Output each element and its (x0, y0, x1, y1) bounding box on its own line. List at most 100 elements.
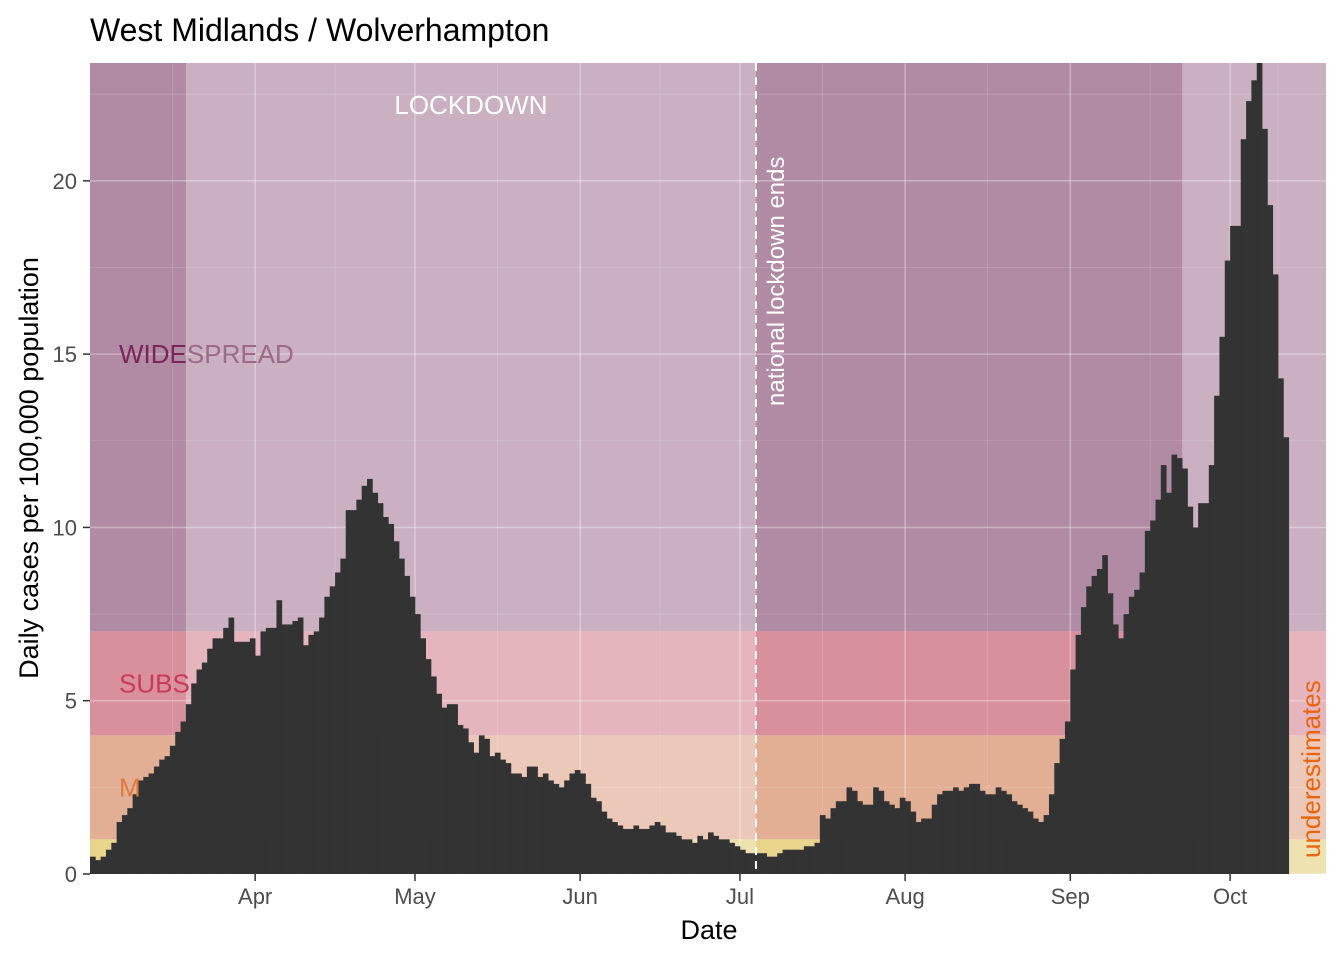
bar (558, 787, 565, 874)
y-tick-label: 5 (65, 689, 77, 714)
bar (233, 641, 240, 874)
bar (803, 846, 810, 874)
bar (478, 735, 485, 874)
bar (377, 503, 384, 874)
bar (1203, 503, 1210, 874)
bar (505, 763, 512, 874)
bar (542, 773, 549, 874)
bar (564, 780, 570, 874)
bar (979, 790, 986, 874)
bar (574, 770, 581, 874)
bar (164, 756, 171, 874)
bar (670, 832, 677, 874)
bar (1096, 569, 1103, 874)
bar (356, 499, 363, 874)
bar (782, 849, 789, 874)
bar (303, 645, 309, 874)
bar (271, 627, 277, 874)
bar (116, 822, 123, 874)
bar (548, 780, 554, 874)
x-tick-label: Aug (886, 884, 925, 909)
bar (931, 804, 938, 874)
bar (159, 759, 165, 874)
bar (1256, 63, 1263, 874)
bar (383, 517, 389, 874)
bar (1267, 205, 1274, 875)
bar (388, 523, 395, 874)
bar (1224, 260, 1231, 874)
bar (404, 575, 411, 874)
bar (1272, 274, 1279, 874)
x-tick-label: May (394, 884, 436, 909)
bar (617, 825, 624, 874)
bar (532, 766, 538, 874)
bar (510, 773, 517, 874)
bar (665, 832, 672, 874)
bar (90, 856, 96, 874)
bar (905, 801, 911, 874)
bar (1171, 454, 1178, 874)
bar (622, 828, 629, 874)
y-axis: 0 5 10 15 20 (53, 169, 90, 887)
bar (841, 801, 847, 874)
bar (995, 787, 1002, 874)
bar (281, 624, 288, 874)
bar (1182, 468, 1188, 874)
bar (1027, 811, 1034, 874)
bar (660, 825, 666, 874)
bar (1043, 815, 1050, 874)
bar (153, 766, 160, 874)
bar (825, 818, 831, 874)
bar (1160, 465, 1167, 874)
bar (468, 742, 474, 874)
bar (521, 776, 528, 874)
y-tick-label: 20 (53, 169, 77, 194)
bar (1118, 638, 1124, 874)
bar (265, 627, 272, 874)
bar (287, 624, 293, 874)
y-axis-label: Daily cases per 100,000 population (14, 257, 44, 679)
bar (111, 842, 117, 874)
bar (585, 783, 592, 874)
bar (1278, 378, 1284, 874)
bar (745, 853, 751, 874)
bar (953, 787, 959, 874)
bar (947, 790, 954, 874)
bar (324, 596, 331, 874)
bar (862, 804, 869, 874)
bar (1166, 492, 1172, 874)
bar (425, 659, 432, 874)
bar (644, 828, 650, 874)
bar (297, 617, 304, 874)
bar (1262, 128, 1268, 874)
bar (990, 794, 997, 874)
bar (420, 638, 426, 874)
bar (1235, 225, 1242, 874)
bar (1038, 822, 1044, 874)
bar (217, 638, 224, 874)
bar (633, 825, 640, 874)
bar (1123, 614, 1130, 874)
bar (809, 846, 815, 874)
bar (596, 801, 602, 874)
bar (873, 787, 879, 874)
bar (1128, 596, 1135, 874)
bar (185, 704, 192, 874)
bar (132, 794, 139, 874)
bar (729, 842, 735, 874)
x-tick-label: Apr (238, 884, 272, 909)
bar (223, 627, 229, 874)
bar (180, 721, 187, 874)
bar (441, 707, 448, 874)
bar (761, 853, 767, 874)
bar (787, 849, 794, 874)
band-label-text: M (119, 772, 141, 802)
bar (1187, 506, 1194, 874)
bar (452, 704, 458, 874)
bar (819, 815, 826, 874)
bar (628, 828, 634, 874)
chart-title: West Midlands / Wolverhampton (90, 12, 549, 48)
bar (708, 832, 714, 874)
bar (1070, 669, 1076, 874)
